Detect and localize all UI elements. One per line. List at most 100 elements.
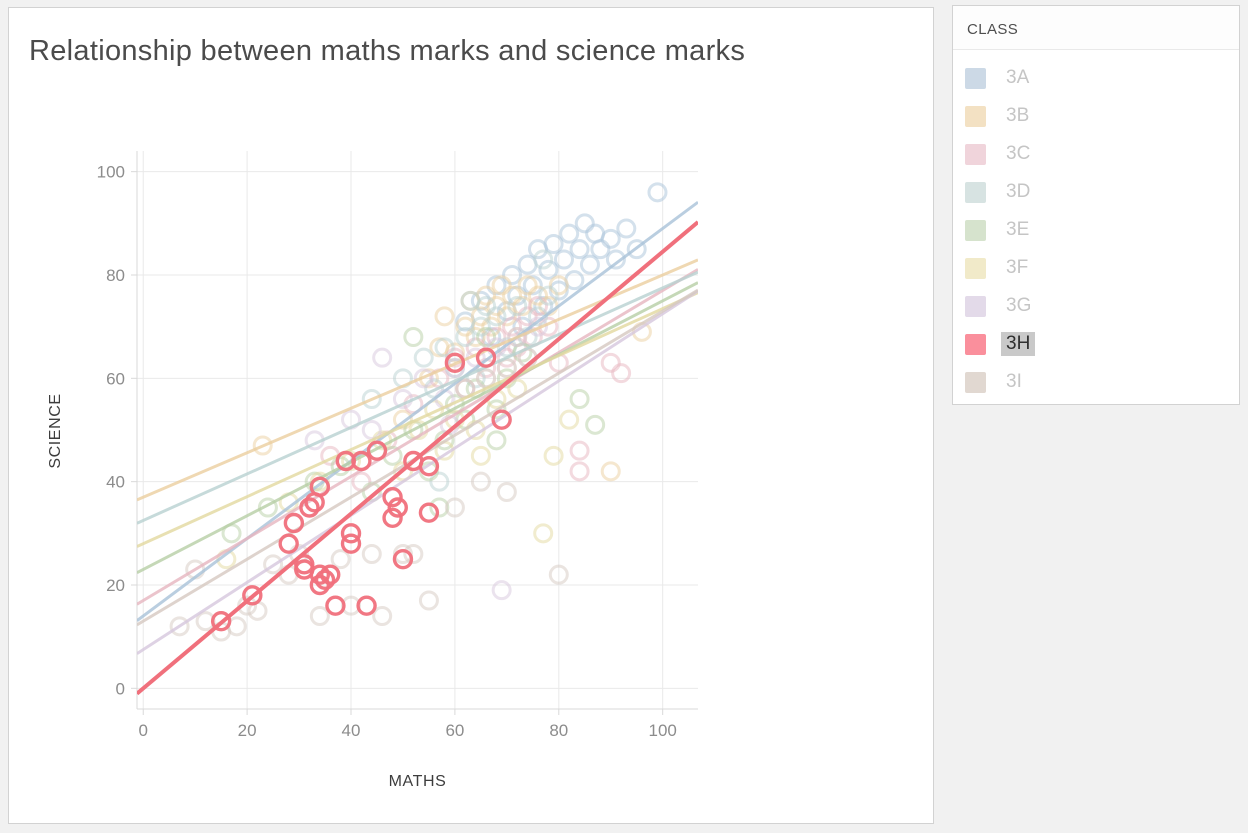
- scatter-point-3h[interactable]: [309, 564, 331, 585]
- scatter-point-3e[interactable]: [476, 327, 497, 347]
- legend-swatch-3e[interactable]: [965, 219, 986, 241]
- scatter-point-3d[interactable]: [507, 296, 528, 316]
- scatter-point-3b[interactable]: [548, 275, 569, 296]
- scatter-point-3h[interactable]: [325, 595, 346, 616]
- scatter-point-3d[interactable]: [476, 296, 497, 316]
- scatter-point-3i[interactable]: [263, 554, 284, 575]
- scatter-point-3h[interactable]: [491, 409, 512, 430]
- legend-item-3b[interactable]: 3B: [965, 97, 1227, 135]
- legend-swatch-3b[interactable]: [965, 105, 986, 127]
- legend-swatch-3a[interactable]: [965, 67, 986, 89]
- scatter-point-3g[interactable]: [476, 368, 497, 389]
- scatter-point-3c[interactable]: [569, 461, 590, 482]
- trend-line-3g[interactable]: [137, 289, 698, 655]
- scatter-point-3a[interactable]: [626, 239, 647, 260]
- legend-label-3h[interactable]: 3H: [1001, 332, 1036, 356]
- scatter-point-3h[interactable]: [387, 497, 408, 518]
- scatter-point-3c[interactable]: [611, 363, 632, 384]
- scatter-point-3c[interactable]: [569, 440, 590, 461]
- legend-item-3g[interactable]: 3G: [965, 287, 1227, 325]
- legend-swatch-3c[interactable]: [965, 143, 986, 165]
- scatter-point-3a[interactable]: [579, 254, 600, 275]
- scatter-point-3b[interactable]: [434, 306, 455, 327]
- scatter-point-3b[interactable]: [486, 296, 507, 316]
- scatter-point-3a[interactable]: [559, 223, 580, 244]
- scatter-point-3d[interactable]: [486, 306, 507, 327]
- legend-swatch-3h[interactable]: [965, 333, 986, 355]
- legend-swatch-3g[interactable]: [965, 295, 986, 317]
- scatter-point-3b[interactable]: [465, 327, 486, 347]
- trend-line-3e[interactable]: [137, 281, 698, 575]
- scatter-point-3f[interactable]: [533, 523, 554, 544]
- scatter-point-3a[interactable]: [538, 259, 559, 280]
- scatter-point-3i[interactable]: [548, 564, 569, 585]
- legend-label-3a[interactable]: 3A: [1006, 67, 1030, 88]
- legend-label-3i[interactable]: 3I: [1006, 371, 1022, 392]
- scatter-point-3b[interactable]: [528, 285, 549, 306]
- scatter-point-3a[interactable]: [574, 213, 595, 234]
- scatter-point-3i[interactable]: [403, 544, 424, 564]
- scatter-point-3e[interactable]: [486, 430, 507, 451]
- scatter-point-3h[interactable]: [418, 502, 440, 523]
- scatter-point-3d[interactable]: [413, 347, 434, 368]
- scatter-point-3h[interactable]: [351, 450, 372, 472]
- scatter-point-3h[interactable]: [444, 352, 466, 374]
- legend-label-3e[interactable]: 3E: [1006, 219, 1030, 240]
- legend-item-3c[interactable]: 3C: [965, 135, 1227, 173]
- legend-item-3f[interactable]: 3F: [965, 249, 1227, 287]
- legend-label-3f[interactable]: 3F: [1006, 257, 1029, 278]
- scatter-point-3g[interactable]: [507, 327, 528, 347]
- scatter-point-3e[interactable]: [585, 414, 606, 435]
- scatter-point-3e[interactable]: [569, 389, 590, 409]
- legend-label-3d[interactable]: 3D: [1006, 181, 1031, 202]
- scatter-point-3g[interactable]: [413, 368, 434, 389]
- scatter-point-3b[interactable]: [481, 316, 502, 337]
- scatter-point-3d[interactable]: [538, 285, 559, 306]
- scatter-point-3b[interactable]: [252, 435, 273, 456]
- legend-swatch-3i[interactable]: [965, 371, 986, 393]
- legend-swatch-3f[interactable]: [965, 257, 986, 279]
- legend-label-3g[interactable]: 3G: [1006, 295, 1032, 316]
- scatter-point-3h[interactable]: [340, 533, 362, 554]
- scatter-point-3h[interactable]: [366, 440, 388, 461]
- trend-line-3a[interactable]: [137, 200, 698, 622]
- scatter-point-3d[interactable]: [533, 249, 554, 270]
- scatter-point-3h[interactable]: [475, 347, 497, 368]
- scatter-point-3h[interactable]: [309, 574, 331, 596]
- scatter-point-3d[interactable]: [434, 337, 455, 358]
- trend-line-3d[interactable]: [137, 270, 698, 525]
- scatter-point-3h[interactable]: [382, 486, 403, 508]
- scatter-point-3f[interactable]: [470, 445, 491, 466]
- scatter-point-3i[interactable]: [361, 544, 382, 564]
- scatter-point-3a[interactable]: [569, 239, 590, 260]
- scatter-point-3g[interactable]: [372, 347, 393, 368]
- scatter-point-3a[interactable]: [543, 234, 564, 254]
- scatter-point-3d[interactable]: [470, 316, 491, 337]
- scatter-point-3h[interactable]: [299, 497, 320, 518]
- scatter-point-3h[interactable]: [418, 455, 440, 477]
- scatter-point-3a[interactable]: [647, 182, 668, 203]
- scatter-point-3h[interactable]: [242, 585, 263, 606]
- scatter-point-3h[interactable]: [340, 523, 362, 544]
- legend-label-3b[interactable]: 3B: [1006, 105, 1030, 126]
- scatter-point-3e[interactable]: [257, 497, 278, 518]
- scatter-point-3d[interactable]: [455, 327, 476, 347]
- scatter-point-3d[interactable]: [361, 389, 382, 409]
- scatter-point-3h[interactable]: [382, 507, 403, 529]
- scatter-point-3h[interactable]: [320, 564, 341, 585]
- scatter-point-3e[interactable]: [330, 456, 351, 477]
- scatter-point-3h[interactable]: [314, 569, 336, 591]
- legend-item-3a[interactable]: 3A: [965, 59, 1227, 97]
- scatter-point-3a[interactable]: [600, 228, 621, 249]
- scatter-point-3a[interactable]: [616, 218, 637, 239]
- scatter-point-3i[interactable]: [444, 497, 465, 518]
- scatter-point-3b[interactable]: [491, 275, 512, 296]
- scatter-point-3a[interactable]: [502, 265, 523, 285]
- scatter-point-3b[interactable]: [502, 285, 523, 306]
- scatter-point-3c[interactable]: [600, 352, 621, 373]
- legend-label-3c[interactable]: 3C: [1006, 143, 1031, 164]
- scatter-point-3a[interactable]: [553, 249, 574, 270]
- trend-line-3h[interactable]: [137, 220, 698, 696]
- scatter-point-3h[interactable]: [210, 610, 232, 632]
- legend-swatch-3d[interactable]: [965, 181, 986, 203]
